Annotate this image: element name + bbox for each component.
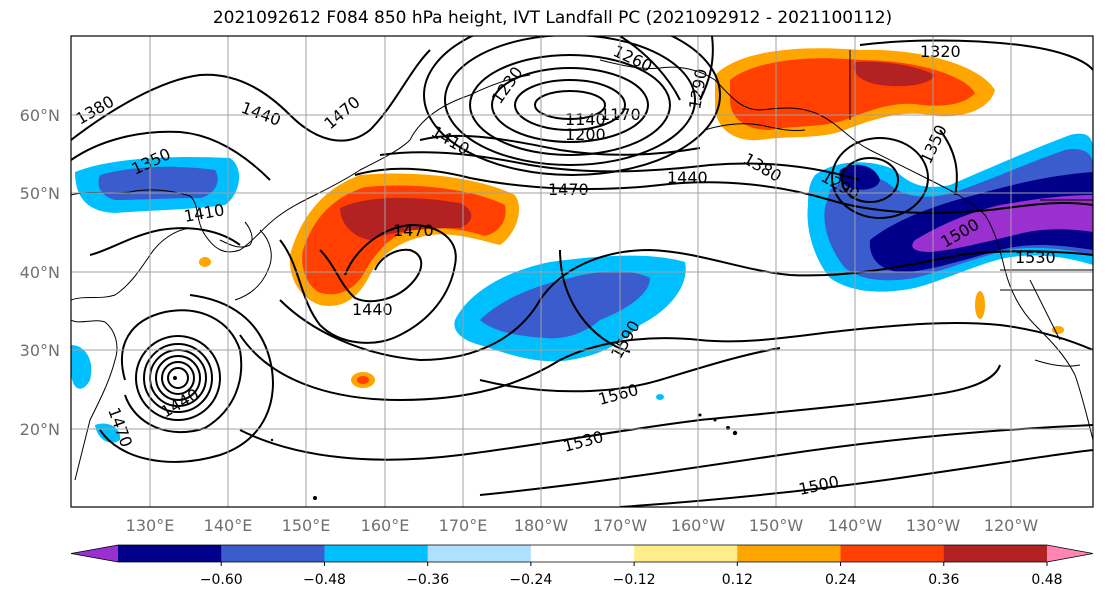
lat-label: 30°N bbox=[20, 341, 60, 360]
latitude-labels: 60°N 50°N 40°N 30°N 20°N bbox=[20, 106, 60, 439]
lat-label: 50°N bbox=[20, 184, 60, 203]
colorbar-swatch bbox=[118, 545, 222, 562]
colorbar-tick-label: 0.48 bbox=[1031, 572, 1062, 588]
colorbar-swatch bbox=[427, 545, 532, 562]
colorbar: −0.60 −0.48 −0.36 −0.24 −0.12 0.12 0.24 0.36 0.4… bbox=[70, 544, 1094, 588]
lon-label: 150°E bbox=[282, 516, 331, 535]
lon-label: 150°W bbox=[749, 516, 804, 535]
contour-label: 1200 bbox=[565, 125, 606, 144]
colorbar-extend-low bbox=[71, 545, 118, 562]
lat-label: 20°N bbox=[20, 420, 60, 439]
lon-label: 130°E bbox=[126, 516, 175, 535]
lon-label: 170°W bbox=[593, 516, 648, 535]
colorbar-tick-label: −0.36 bbox=[406, 572, 449, 588]
colorbar-tick-label: 0.24 bbox=[825, 572, 856, 588]
colorbar-swatch bbox=[634, 545, 738, 562]
lon-label: 130°W bbox=[906, 516, 961, 535]
colorbar-swatch bbox=[324, 545, 429, 562]
colorbar-swatch bbox=[221, 545, 325, 562]
colorbar-swatch bbox=[840, 545, 945, 562]
height-contours bbox=[71, 36, 1093, 507]
contour-label: 1440 bbox=[352, 300, 393, 319]
contour-label: 1530 bbox=[1015, 248, 1056, 267]
colorbar-swatch bbox=[943, 545, 1048, 562]
contour-label: 1470 bbox=[393, 221, 434, 240]
contour-label: 1320 bbox=[920, 42, 961, 61]
lon-label: 180°W bbox=[514, 516, 569, 535]
lon-label: 170°E bbox=[439, 516, 488, 535]
contour-label: 1470 bbox=[548, 180, 589, 199]
lat-label: 60°N bbox=[20, 106, 60, 125]
map-title: 2021092612 F084 850 hPa height, IVT Land… bbox=[212, 8, 893, 28]
colorbar-extend-high bbox=[1047, 545, 1093, 562]
colorbar-swatch bbox=[530, 545, 635, 562]
colorbar-tick-label: −0.24 bbox=[509, 572, 552, 588]
colorbar-tick-label: −0.48 bbox=[303, 572, 346, 588]
lon-label: 160°W bbox=[671, 516, 726, 535]
colorbar-swatch bbox=[737, 545, 842, 562]
colorbar-tick-label: 0.12 bbox=[722, 572, 753, 588]
plot-frame bbox=[70, 35, 1094, 508]
lon-label: 140°E bbox=[204, 516, 253, 535]
ivt-negative-west bbox=[71, 156, 240, 443]
lat-label: 40°N bbox=[20, 263, 60, 282]
lon-label: 160°E bbox=[361, 516, 410, 535]
contour-label: 1440 bbox=[667, 168, 708, 187]
gridlines bbox=[71, 36, 1093, 507]
lon-label: 140°W bbox=[828, 516, 883, 535]
colorbar-tick-label: 0.36 bbox=[928, 572, 959, 588]
colorbar-tick-label: −0.12 bbox=[613, 572, 656, 588]
lon-label: 120°W bbox=[984, 516, 1039, 535]
ivt-positive-east-asia bbox=[199, 173, 520, 388]
colorbar-tick-label: −0.60 bbox=[200, 572, 243, 588]
longitude-labels: 130°E 140°E 150°E 160°E 170°E 180°W 170°… bbox=[126, 516, 1039, 535]
